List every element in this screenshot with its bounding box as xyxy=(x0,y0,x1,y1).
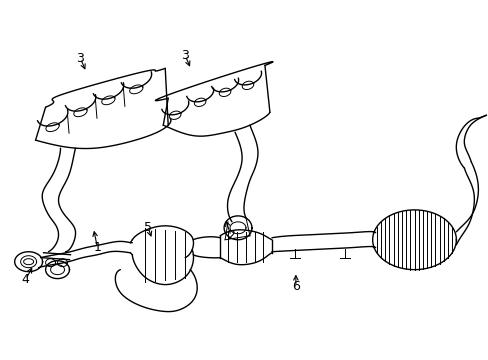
Text: 3: 3 xyxy=(181,49,189,62)
Text: 4: 4 xyxy=(21,273,29,286)
Text: 6: 6 xyxy=(291,280,299,293)
Text: 3: 3 xyxy=(77,52,84,65)
Text: 1: 1 xyxy=(93,241,101,254)
Text: 2: 2 xyxy=(226,229,235,242)
Text: 5: 5 xyxy=(144,221,152,234)
